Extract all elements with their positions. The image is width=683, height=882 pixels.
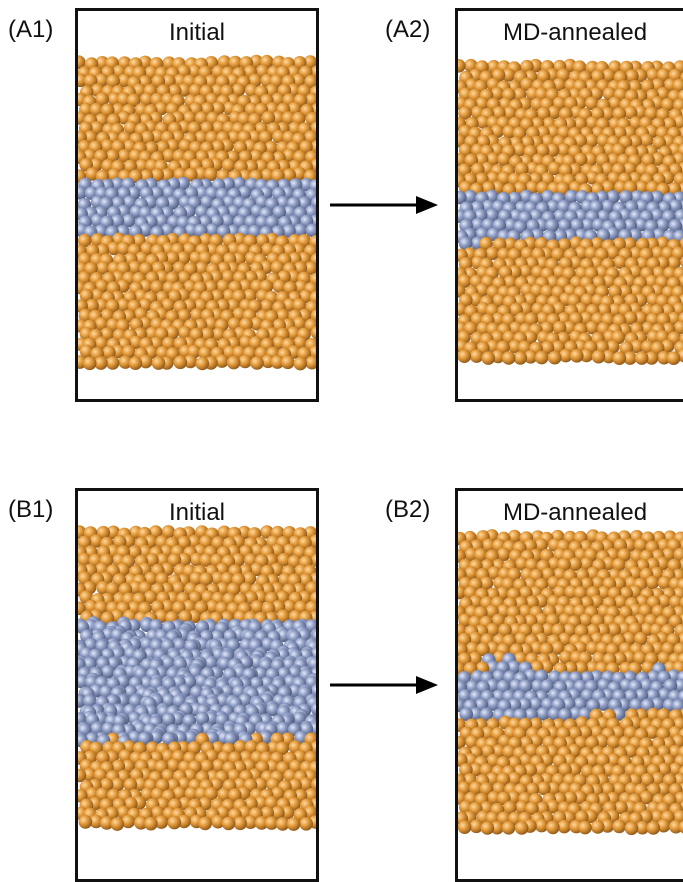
atom-structure-b2	[458, 491, 683, 882]
panel-label-a2: (A2)	[385, 18, 430, 42]
transition-arrow-b	[328, 674, 440, 696]
panel-label-b1: (B1)	[8, 498, 53, 522]
panel-a1-initial: Initial	[75, 8, 319, 402]
panel-a2-annealed: MD-annealed	[455, 8, 683, 402]
atom-structure-a1	[78, 11, 319, 402]
panel-label-b2: (B2)	[385, 498, 430, 522]
panel-b2-annealed: MD-annealed	[455, 488, 683, 882]
atom-structure-b1	[78, 491, 319, 882]
atom-structure-a2	[458, 11, 683, 402]
panel-b1-initial: Initial	[75, 488, 319, 882]
transition-arrow-a	[328, 194, 440, 216]
panel-label-a1: (A1)	[8, 18, 53, 42]
